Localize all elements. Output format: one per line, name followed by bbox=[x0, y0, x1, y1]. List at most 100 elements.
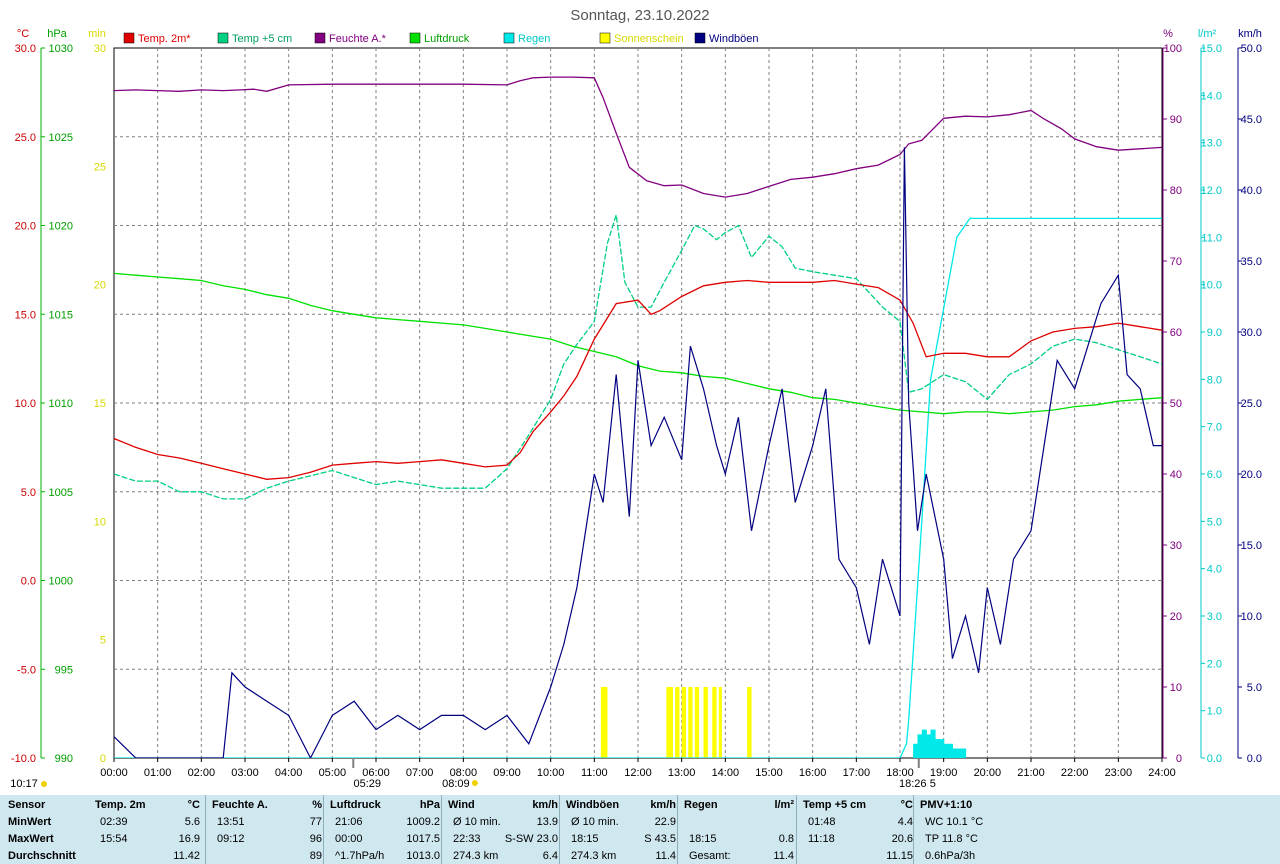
kmh-axis-tick: 10.0 bbox=[1241, 611, 1262, 623]
stats-cell-label: Ø 10 min. bbox=[453, 816, 501, 828]
pct-axis-tick: 70 bbox=[1170, 256, 1182, 268]
stats-section-title: Windböen bbox=[566, 799, 620, 811]
stats-cell-label: 0.6hPa/3h bbox=[925, 850, 976, 862]
pct-axis-tick: 60 bbox=[1170, 327, 1182, 339]
stats-cell-value: 16.9 bbox=[178, 833, 200, 845]
x-axis-tick: 17:00 bbox=[843, 767, 871, 779]
legend-swatch bbox=[599, 32, 611, 44]
stats-cell-label: Ø 10 min. bbox=[571, 816, 619, 828]
rain-intensity-bar bbox=[934, 739, 940, 758]
stats-cell-value: 6.4 bbox=[542, 850, 558, 862]
chart-series bbox=[114, 76, 1162, 758]
stats-section-title: Luftdruck bbox=[330, 799, 381, 811]
rain-intensity-bar bbox=[948, 743, 954, 758]
stats-cell-value: 1009.2 bbox=[406, 816, 440, 828]
kmh-axis-tick: 25.0 bbox=[1241, 398, 1262, 410]
stats-section-title: PMV+1:10 bbox=[920, 799, 973, 811]
temp-axis-tick: 15.0 bbox=[15, 309, 36, 321]
legend-label: Luftdruck bbox=[424, 33, 470, 45]
stats-row-label: MinWert bbox=[8, 816, 52, 828]
lm2-axis-tick: 1.0 bbox=[1207, 706, 1222, 718]
rain-intensity-bar bbox=[917, 734, 923, 758]
stats-cell-value: S 43.5 bbox=[644, 833, 676, 845]
stats-cell-label: 09:12 bbox=[217, 833, 245, 845]
temp-axis-tick: -5.0 bbox=[17, 664, 36, 676]
stats-row-label: Sensor bbox=[8, 799, 46, 811]
stats-section-unit: km/h bbox=[650, 799, 676, 811]
lm2-axis-tick: 4.0 bbox=[1207, 564, 1222, 576]
temp-axis-tick: -10.0 bbox=[11, 753, 36, 765]
x-axis-tick: 06:00 bbox=[362, 767, 390, 779]
x-axis-tick: 15:00 bbox=[755, 767, 783, 779]
stats-cell-value: 11.4 bbox=[655, 850, 676, 862]
rain-intensity-bar bbox=[913, 743, 919, 758]
stats-cell-label: ^1.7hPa/h bbox=[335, 850, 385, 862]
stats-cell-value: 1013.0 bbox=[406, 850, 440, 862]
min-axis-tick: 15 bbox=[94, 398, 106, 410]
kmh-axis-tick: 0.0 bbox=[1247, 753, 1262, 765]
legend-label: Temp +5 cm bbox=[232, 33, 292, 45]
stats-cell-label: 18:15 bbox=[689, 833, 717, 845]
stats-section-unit: % bbox=[312, 799, 322, 811]
stats-section-unit: °C bbox=[187, 799, 200, 811]
lm2-axis-tick: 9.0 bbox=[1207, 327, 1222, 339]
kmh-axis-unit: km/h bbox=[1238, 28, 1262, 40]
lm2-axis-tick: 6.0 bbox=[1207, 469, 1222, 481]
legend-label: Regen bbox=[518, 33, 550, 45]
rain-intensity-bar bbox=[956, 748, 962, 758]
chart-grid bbox=[113, 47, 1163, 759]
stats-section-unit: l/m² bbox=[774, 799, 794, 811]
stats-cell-value: 4.4 bbox=[897, 816, 913, 828]
x-axis-tick: 07:00 bbox=[406, 767, 434, 779]
stats-cell-label: 15:54 bbox=[100, 833, 128, 845]
legend-label: Temp. 2m* bbox=[138, 33, 191, 45]
stats-separator bbox=[323, 795, 324, 864]
lm2-axis-tick: 7.0 bbox=[1207, 422, 1222, 434]
stats-cell-value: S-SW 23.0 bbox=[504, 833, 558, 845]
humidity-line bbox=[114, 76, 1162, 198]
kmh-axis-tick: 40.0 bbox=[1241, 185, 1262, 197]
lm2-axis-tick: 2.0 bbox=[1207, 658, 1222, 670]
x-axis-tick: 04:00 bbox=[275, 767, 303, 779]
stats-cell-value: 89 bbox=[309, 850, 322, 862]
stats-separator bbox=[677, 795, 678, 864]
sunshine-bar bbox=[718, 687, 722, 758]
x-axis-tick: 09:00 bbox=[493, 767, 521, 779]
legend-swatch bbox=[217, 32, 229, 44]
legend-label: Windböen bbox=[709, 33, 759, 45]
hpa-axis-tick: 990 bbox=[55, 753, 73, 765]
stats-row-label: MaxWert bbox=[8, 833, 54, 845]
stats-section-title: Feuchte A. bbox=[212, 799, 268, 811]
stats-cell-label: Gesamt: bbox=[689, 850, 731, 862]
min-axis-tick: 20 bbox=[94, 280, 106, 292]
pct-axis-tick: 10 bbox=[1170, 682, 1182, 694]
sun-icon bbox=[41, 781, 47, 787]
stats-cell-value: 1017.5 bbox=[406, 833, 440, 845]
x-axis-tick: 13:00 bbox=[668, 767, 696, 779]
legend-swatch bbox=[694, 32, 706, 44]
pct-axis-unit: % bbox=[1163, 28, 1173, 40]
lm2-axis-tick: 11.0 bbox=[1201, 232, 1222, 244]
stats-cell-value: 77 bbox=[309, 816, 322, 828]
pct-axis-tick: 40 bbox=[1170, 469, 1182, 481]
stats-separator bbox=[205, 795, 206, 864]
sunshine-bar bbox=[681, 687, 687, 758]
rain-intensity-bar bbox=[952, 748, 958, 758]
x-axis-tick: 21:00 bbox=[1017, 767, 1045, 779]
temp-axis-tick: 30.0 bbox=[15, 43, 36, 55]
hpa-axis-tick: 1005 bbox=[49, 487, 73, 499]
pct-axis-tick: 20 bbox=[1170, 611, 1182, 623]
daylength-label: 10:17 bbox=[10, 778, 38, 790]
rain-intensity-bar bbox=[926, 734, 932, 758]
morning-time: 08:09 bbox=[442, 778, 470, 790]
lm2-axis-tick: 8.0 bbox=[1207, 374, 1222, 386]
min-axis-tick: 30 bbox=[94, 43, 106, 55]
stats-cell-value: 22.9 bbox=[654, 816, 676, 828]
legend-swatch bbox=[503, 32, 515, 44]
min-axis-tick: 5 bbox=[100, 635, 106, 647]
kmh-axis-tick: 50.0 bbox=[1241, 43, 1262, 55]
event-suffix: 5 bbox=[930, 778, 936, 790]
stats-cell-label: 01:48 bbox=[808, 816, 836, 828]
lm2-axis-tick: 13.0 bbox=[1201, 138, 1222, 150]
stats-cell-value: 0.8 bbox=[778, 833, 794, 845]
